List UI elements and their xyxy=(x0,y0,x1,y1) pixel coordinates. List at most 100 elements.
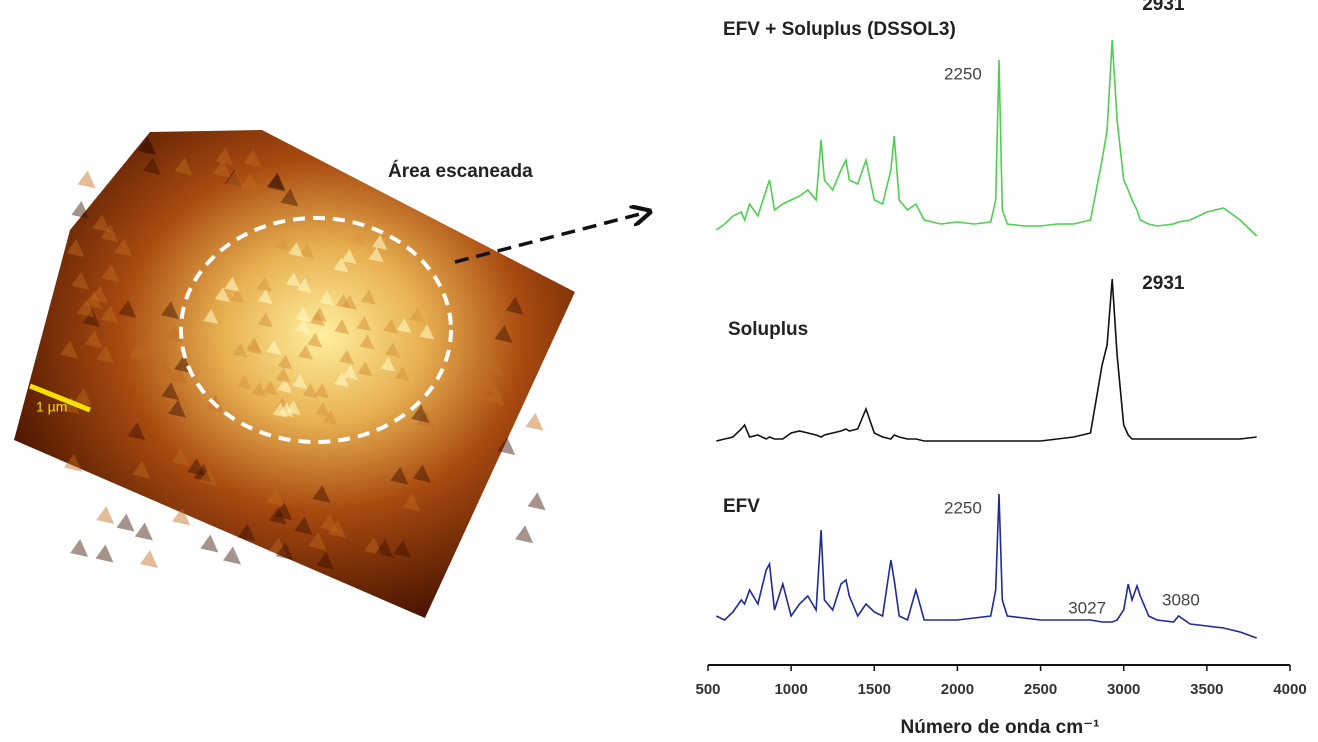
afm-peak xyxy=(267,172,286,191)
afm-peak xyxy=(275,367,291,383)
afm-peak xyxy=(311,306,327,322)
afm-peak xyxy=(473,383,492,402)
afm-peak xyxy=(82,309,101,328)
afm-peak xyxy=(266,339,282,355)
afm-peak xyxy=(95,345,114,364)
peak-label: 3080 xyxy=(1162,590,1200,609)
afm-peak xyxy=(335,293,351,309)
afm-peak xyxy=(307,332,323,348)
afm-peak xyxy=(171,448,190,467)
afm-peak xyxy=(240,172,259,191)
afm-peak xyxy=(396,318,412,334)
afm-peak xyxy=(431,433,450,452)
afm-peak xyxy=(299,243,315,259)
x-tick-label: 1000 xyxy=(774,681,807,698)
x-tick-label: 500 xyxy=(695,681,720,698)
afm-peak xyxy=(84,330,103,349)
afm-peak xyxy=(372,234,388,250)
afm-peak xyxy=(187,457,206,476)
afm-peak xyxy=(114,238,133,257)
afm-peak xyxy=(364,537,383,556)
afm-peak xyxy=(275,542,294,561)
afm-peak xyxy=(76,299,95,318)
afm-peak xyxy=(168,399,187,418)
afm-peak xyxy=(319,290,335,306)
afm-peak xyxy=(63,453,82,472)
afm-peak xyxy=(138,137,157,156)
series-label: EFV + Soluplus (DSSOL3) xyxy=(723,19,956,40)
afm-peak xyxy=(419,324,435,340)
afm-peak xyxy=(73,388,92,407)
afm-peak xyxy=(297,344,313,360)
afm-peak xyxy=(393,539,412,558)
afm-peak xyxy=(292,373,308,389)
afm-peak xyxy=(266,488,285,507)
afm-peak xyxy=(295,306,311,322)
afm-peak xyxy=(247,339,263,355)
x-tick-label: 2000 xyxy=(941,681,974,698)
afm-peak xyxy=(277,354,293,370)
afm-peak xyxy=(116,513,135,532)
afm-peak xyxy=(275,235,291,251)
afm-peak xyxy=(525,412,544,431)
afm-peak xyxy=(169,365,188,384)
afm-peak xyxy=(257,312,273,328)
afm-peak xyxy=(101,264,120,283)
afm-peak xyxy=(161,301,180,320)
afm-peak xyxy=(356,316,372,332)
afm-peak xyxy=(494,324,513,343)
afm-peak xyxy=(215,147,234,166)
afm-peak xyxy=(383,318,399,334)
x-tick-label: 3000 xyxy=(1107,681,1140,698)
afm-peak xyxy=(70,538,89,557)
spectrum-line xyxy=(715,39,1258,237)
afm-peak xyxy=(297,278,313,294)
afm-peak xyxy=(411,404,430,423)
afm-peak xyxy=(223,546,242,565)
afm-peak xyxy=(256,276,272,292)
afm-peak xyxy=(280,188,299,207)
afm-peak xyxy=(314,383,330,399)
afm-peak xyxy=(375,539,394,558)
afm-peak xyxy=(342,364,358,380)
afm-peak xyxy=(137,136,156,155)
afm-peak xyxy=(385,342,401,358)
afm-peak xyxy=(323,410,339,426)
afm-peak xyxy=(262,380,278,396)
afm-peak xyxy=(295,318,311,334)
afm-peak xyxy=(77,170,96,189)
afm-peak xyxy=(214,287,230,303)
spectrum-line xyxy=(716,278,1257,442)
afm-peak xyxy=(359,334,375,350)
afm-peak xyxy=(96,506,115,525)
afm-peak xyxy=(229,288,245,304)
afm-peak xyxy=(95,544,114,563)
peak-label: 2250 xyxy=(944,64,982,83)
afm-peak xyxy=(277,378,293,394)
afm-peak xyxy=(203,308,219,324)
afm-peak xyxy=(350,230,366,246)
afm-peak xyxy=(339,349,355,365)
afm-peak xyxy=(224,169,243,188)
afm-surface xyxy=(14,130,575,618)
afm-peak xyxy=(312,484,331,503)
afm-peak xyxy=(267,173,286,192)
afm-peak xyxy=(251,381,267,397)
afm-peak xyxy=(172,507,191,526)
afm-peak xyxy=(294,516,313,535)
afm-peak xyxy=(480,374,499,393)
afm-peak xyxy=(341,249,357,265)
afm-peak xyxy=(357,361,373,377)
afm-peak xyxy=(199,468,218,487)
afm-peak xyxy=(257,289,273,305)
afm-texture xyxy=(60,136,546,570)
afm-peak xyxy=(84,290,103,309)
scale-bar-label: 1 µm xyxy=(36,399,67,415)
afm-peak xyxy=(200,534,219,553)
afm-peak xyxy=(236,374,252,390)
afm-peak xyxy=(71,200,90,219)
afm-peak xyxy=(140,549,159,568)
peak-label: 2250 xyxy=(944,498,982,517)
afm-peak xyxy=(61,396,80,415)
